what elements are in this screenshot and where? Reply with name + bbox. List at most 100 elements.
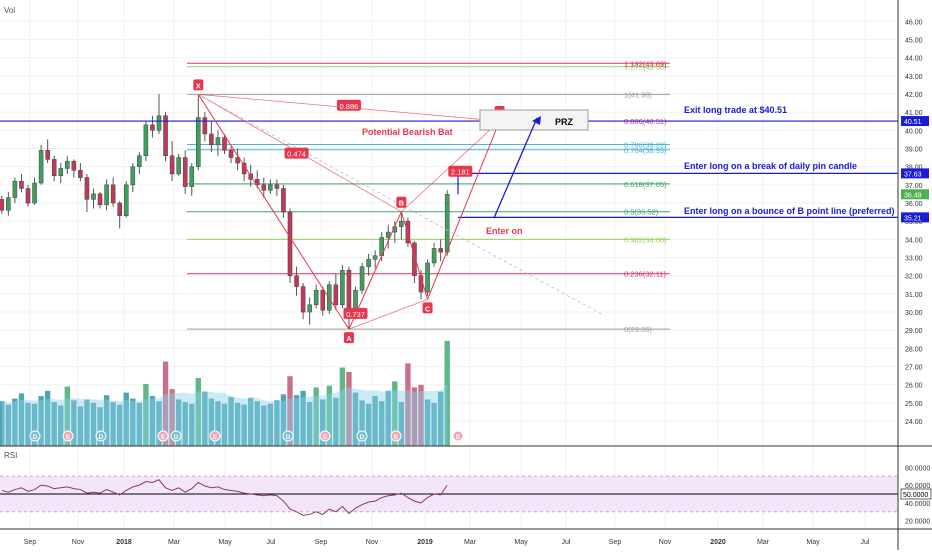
volume-bar [123,392,129,446]
candle-body [307,304,312,313]
event-marker [29,430,41,442]
event-marker [319,430,331,442]
volume-bar [254,401,260,446]
price-highlight-label: 37.63 [904,171,922,178]
x-tick-label: 2019 [417,539,433,546]
x-tick-label: Nov [659,539,672,546]
candle-body [110,184,116,204]
volume-bar [18,393,25,446]
price-tick-label: 34.00 [905,237,923,244]
price-tick-label: 38.00 [905,165,923,172]
rsi-highlight-box [900,488,932,500]
candle-body [91,193,96,200]
x-tick-label: May [806,539,820,546]
volume-bar [339,367,346,446]
event-marker-label: E [394,434,399,441]
price-tick-label: 36.00 [905,201,923,208]
x-tick-label: Sep [315,539,328,546]
candle-body [431,248,437,264]
candle-body [366,259,371,267]
x-tick-label: Nov [366,539,379,546]
volume-bar [189,403,195,446]
candle-body [281,188,286,213]
annotation-bounce: Enter long on a bounce of B point line (… [684,206,895,216]
volume-bar [228,396,234,446]
volume-bar [51,402,57,446]
ratio-label: 0.474 [287,150,306,159]
volume-bar [64,386,70,446]
event-marker [390,430,402,442]
annotations: PRZ Exit long trade at $40.51 Enter long… [362,105,895,236]
price-tick-label: 41.00 [905,110,923,117]
volume-bar [267,403,274,446]
candle-body [45,150,50,160]
volume-bar [38,396,44,446]
price-tick-label: 39.00 [905,146,923,153]
price-highlight-box [901,212,929,223]
candle-body [444,194,450,253]
pattern-point-label: C [425,304,431,313]
candle-body [189,166,195,187]
price-tick-label: 40.00 [905,128,923,135]
candle-body [176,157,181,175]
candle-body [78,170,83,178]
ratio-label: 2.181 [451,168,470,177]
volume-bar [261,405,267,446]
ratio-label: 0.886 [340,102,359,111]
event-marker [452,430,464,442]
candle-body [359,266,365,291]
volume-bar [90,402,97,446]
candle-body [123,184,129,216]
volume-bar [97,407,103,446]
prz-label: PRZ [555,117,574,127]
prz-arrow-head [532,116,541,125]
x-tick-label: Sep [609,539,622,546]
event-marker-label: E [66,434,71,441]
candle-body [104,184,109,206]
volume-bar [130,398,136,446]
volume-ma-area [1,384,448,446]
time-axis: Sep Nov 2018 Mar May Jul Sep Nov 2019 Mar May Jul Se… [24,539,870,546]
candle-body [274,184,280,189]
volume-bar [431,402,437,446]
volume-bar [418,384,424,446]
pattern-diagonal [348,298,428,330]
candle-body [143,124,149,157]
event-marker [95,430,107,442]
volume-bar [313,387,319,446]
volume-bar [372,396,378,446]
event-marker [170,430,182,442]
price-tick-label: 45.00 [905,37,923,44]
price-highlight-box [901,189,929,200]
x-tick-label: Sep [24,539,37,546]
price-tick-label: 35.00 [905,219,923,226]
price-tick-label: 32.00 [905,274,923,281]
volume-bar [365,403,372,446]
x-tick-label: Nov [72,539,85,546]
volume-bar [156,401,162,446]
volume-bar [149,396,156,446]
volume-bar [300,390,306,446]
rsi-tick-label: 80.0000 [905,465,930,472]
pattern-point-label: A [346,334,352,343]
candle-body [209,133,214,146]
volume-bar [143,383,149,446]
volume-bar [221,403,228,446]
price-highlight-label: 35.21 [904,215,922,222]
volume-bar [202,391,208,446]
fib-label: 0.5(35.52) [624,208,659,217]
rsi-tick-label: 40.0000 [905,501,930,508]
price-highlight-label: 36.48 [904,192,922,199]
fib-label: 1(41.98) [624,90,652,99]
candle-body [65,160,70,169]
volume-bar [333,397,339,446]
x-tick-label: Jul [562,539,571,546]
rsi-highlight-label: 50.0000 [903,492,928,499]
volume-bar [444,340,450,446]
volume-bar [175,399,182,446]
candle-body [71,160,77,171]
price-tick-label: 28.00 [905,346,923,353]
